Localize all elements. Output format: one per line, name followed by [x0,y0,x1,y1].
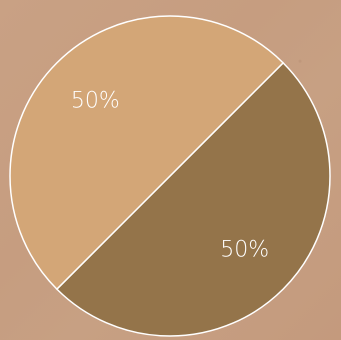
pie-slices [9,15,331,337]
pie-labels: 50% 50% [71,88,269,262]
pie-slice-1 [9,15,285,291]
slice-label-0: 50% [220,238,269,263]
pie-slice-0 [55,61,331,337]
slice-label-1: 50% [71,88,120,113]
